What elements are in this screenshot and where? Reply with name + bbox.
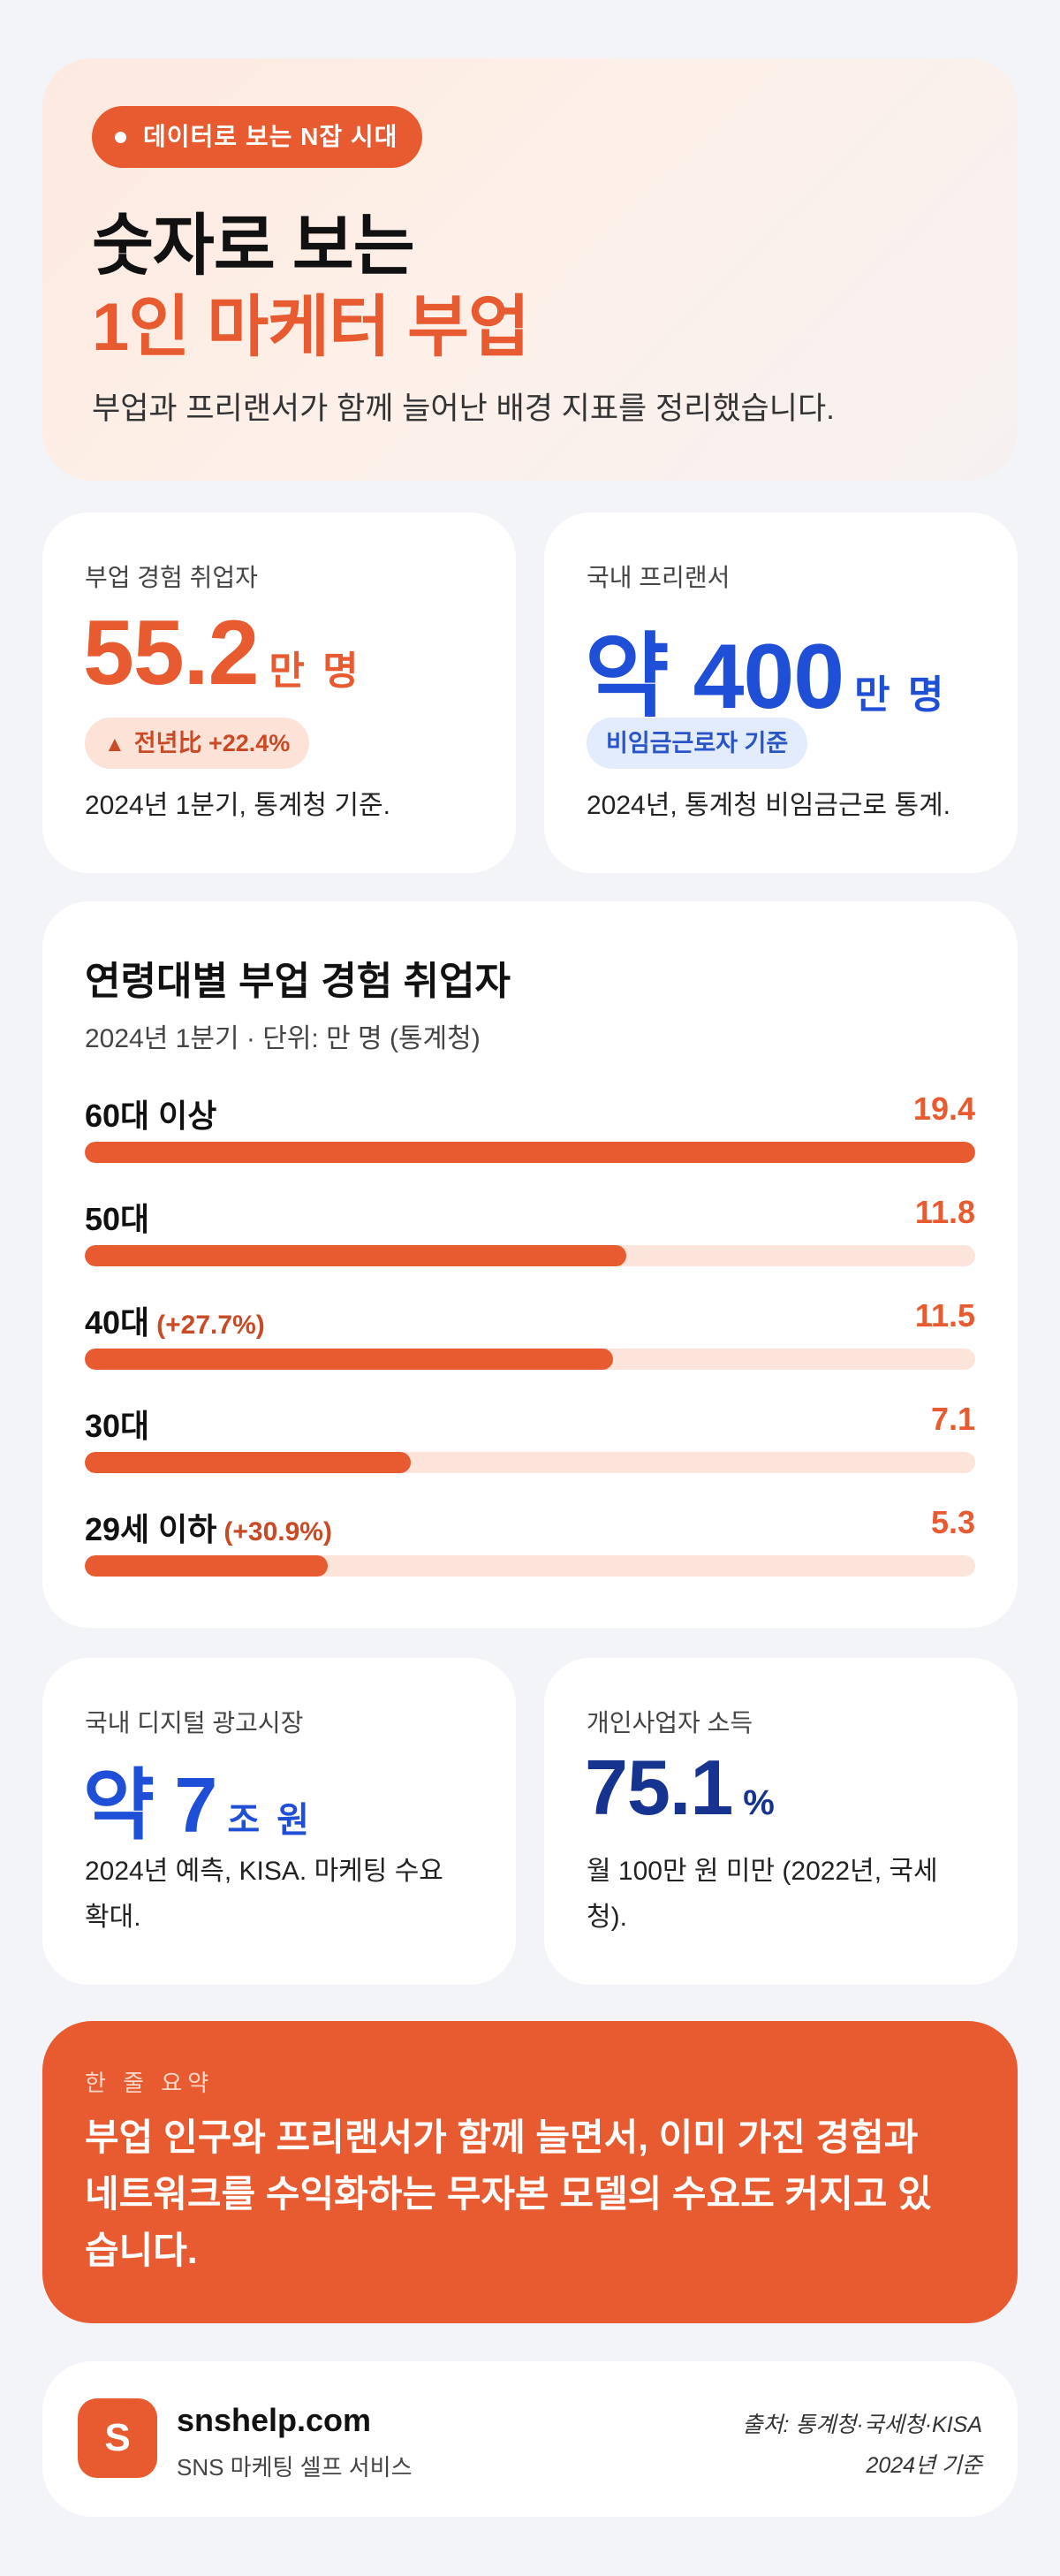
- stat-value: 약 400 만 명: [585, 601, 947, 734]
- stat-note-line: 월 100만 원 미만 (2022년, 국세: [587, 1857, 938, 1886]
- summary-label: 한 줄 요약: [85, 2070, 215, 2096]
- stat-card-sole-proprietor-income: 개인사업자 소득 75.1% 월 100만 원 미만 (2022년, 국세 청)…: [544, 1658, 1018, 1985]
- stat-number: 약 400: [585, 626, 844, 728]
- age-bar-row: 50대 11.8: [85, 1194, 975, 1282]
- change-badge-text: 전년比 +22.4%: [133, 730, 291, 756]
- stat-unit: 만 명: [854, 673, 948, 717]
- stat-card-freelancers: 국내 프리랜서 약 400 만 명 비임금근로자 기준 2024년, 통계청 비임…: [544, 513, 1018, 873]
- stat-card-side-job-workers: 부업 경험 취업자 55.2 만 명 ▲ 전년比 +22.4% 2024년 1분기,…: [42, 513, 516, 873]
- stat-note-line: 2024년 예측, KISA. 마케팅 수요: [85, 1857, 443, 1886]
- hero-subtitle: 부업과 프리랜서가 함께 늘어난 배경 지표를 정리했습니다.: [92, 391, 835, 426]
- age-group-label: 29세 이하 (+30.9%): [85, 1504, 332, 1550]
- stat-card-digital-ad-market: 국내 디지털 광고시장 약 7 조 원 2024년 예측, KISA. 마케팅 수…: [42, 1658, 516, 1985]
- stat-note-line: 확대.: [85, 1903, 141, 1932]
- age-bar-fill: [85, 1245, 626, 1266]
- stat-number: 75.1: [585, 1744, 733, 1831]
- hero-card: 데이터로 보는 N잡 시대 숫자로 보는 1인 마케터 부업 부업과 프리랜서가…: [42, 58, 1018, 481]
- summary-line: 부업 인구와 프리랜서가 함께 늘면서, 이미 가진 경험과: [85, 2116, 919, 2158]
- stat-number: 55.2: [83, 602, 259, 704]
- age-group-name: 60대 이상: [85, 1098, 217, 1134]
- age-group-name: 29세 이하: [85, 1511, 217, 1547]
- stat-label: 개인사업자 소득: [587, 1709, 753, 1736]
- stat-label: 국내 프리랜서: [587, 564, 731, 591]
- footer-card: S snshelp.com SNS 마케팅 셀프 서비스 출처: 통계청·국세청…: [42, 2361, 1018, 2517]
- brand-logo-icon: S: [78, 2398, 157, 2478]
- age-group-label: 60대 이상: [85, 1090, 216, 1136]
- age-bar-track: [85, 1245, 975, 1266]
- age-bar-fill: [85, 1142, 975, 1163]
- chart-subtitle: 2024년 1분기 · 단위: 만 명 (통계청): [85, 1024, 481, 1053]
- age-group-value: 11.5: [914, 1297, 975, 1334]
- summary-card: 한 줄 요약 부업 인구와 프리랜서가 함께 늘면서, 이미 가진 경험과 네트…: [42, 2021, 1018, 2323]
- stat-unit: %: [743, 1783, 778, 1822]
- age-bar-fill: [85, 1349, 613, 1370]
- source-date: 2024년 기준: [866, 2453, 982, 2478]
- age-group-name: 50대: [85, 1201, 150, 1237]
- change-badge: ▲ 전년比 +22.4%: [85, 718, 310, 769]
- chart-title: 연령대별 부업 경험 취업자: [85, 960, 511, 1003]
- bullet-dot-icon: [115, 132, 126, 143]
- age-group-value: 5.3: [930, 1504, 975, 1540]
- age-group-label: 30대: [85, 1401, 149, 1447]
- stat-value: 75.1%: [585, 1743, 778, 1833]
- age-group-label: 50대: [85, 1194, 149, 1240]
- age-group-label: 40대 (+27.7%): [85, 1297, 265, 1343]
- brand-tagline: SNS 마케팅 셀프 서비스: [177, 2454, 413, 2481]
- hero-title-line1: 숫자로 보는: [92, 209, 415, 284]
- age-bar-fill: [85, 1555, 328, 1577]
- hero-tag-text: 데이터로 보는 N잡 시대: [143, 123, 398, 150]
- age-bar-row: 29세 이하 (+30.9%) 5.3: [85, 1504, 975, 1592]
- stat-note-line: 청).: [587, 1903, 627, 1932]
- age-bar-row: 60대 이상 19.4: [85, 1090, 975, 1179]
- summary-text: 부업 인구와 프리랜서가 함께 늘면서, 이미 가진 경험과 네트워크를 수익화…: [85, 2109, 977, 2279]
- stat-number: 약 7: [83, 1761, 217, 1849]
- stat-note: 2024년 1분기, 통계청 기준.: [85, 791, 390, 820]
- age-group-value: 11.8: [914, 1194, 975, 1230]
- brand-link[interactable]: snshelp.com: [177, 2402, 372, 2438]
- age-bar-track: [85, 1349, 975, 1370]
- hero-tag-pill: 데이터로 보는 N잡 시대: [92, 106, 423, 168]
- stat-label: 부업 경험 취업자: [85, 564, 258, 591]
- age-bar-fill: [85, 1452, 411, 1473]
- age-group-value: 19.4: [912, 1090, 975, 1127]
- summary-line: 습니다.: [85, 2230, 198, 2271]
- stat-unit: 조 원: [227, 1801, 314, 1840]
- summary-line: 네트워크를 수익화하는 무자본 모델의 수요도 커지고 있: [85, 2173, 932, 2215]
- hero-title-line2: 1인 마케터 부업: [92, 290, 530, 365]
- age-bar-row: 40대 (+27.7%) 11.5: [85, 1297, 975, 1386]
- age-bar-track: [85, 1142, 975, 1163]
- age-chart-card: 연령대별 부업 경험 취업자 2024년 1분기 · 단위: 만 명 (통계청)…: [42, 901, 1018, 1628]
- age-group-change: (+30.9%): [223, 1517, 332, 1546]
- age-bar-track: [85, 1555, 975, 1577]
- stat-note: 2024년 예측, KISA. 마케팅 수요 확대.: [85, 1849, 443, 1941]
- stat-note: 2024년, 통계청 비임금근로 통계.: [587, 791, 951, 820]
- triangle-up-icon: ▲: [104, 733, 125, 756]
- stat-note: 월 100만 원 미만 (2022년, 국세 청).: [587, 1849, 938, 1941]
- basis-badge: 비임금근로자 기준: [587, 718, 808, 769]
- stat-label: 국내 디지털 광고시장: [85, 1709, 304, 1736]
- age-group-change: (+27.7%): [156, 1311, 265, 1340]
- stat-unit: 만 명: [269, 650, 362, 693]
- source-text: 출처: 통계청·국세청·KISA: [742, 2413, 982, 2437]
- age-group-name: 40대: [85, 1304, 150, 1341]
- age-bar-row: 30대 7.1: [85, 1401, 975, 1489]
- stat-value: 55.2 만 명: [83, 601, 362, 706]
- age-group-name: 30대: [85, 1408, 150, 1444]
- stat-value: 약 7 조 원: [83, 1743, 313, 1855]
- age-group-value: 7.1: [930, 1401, 975, 1437]
- age-bar-track: [85, 1452, 975, 1473]
